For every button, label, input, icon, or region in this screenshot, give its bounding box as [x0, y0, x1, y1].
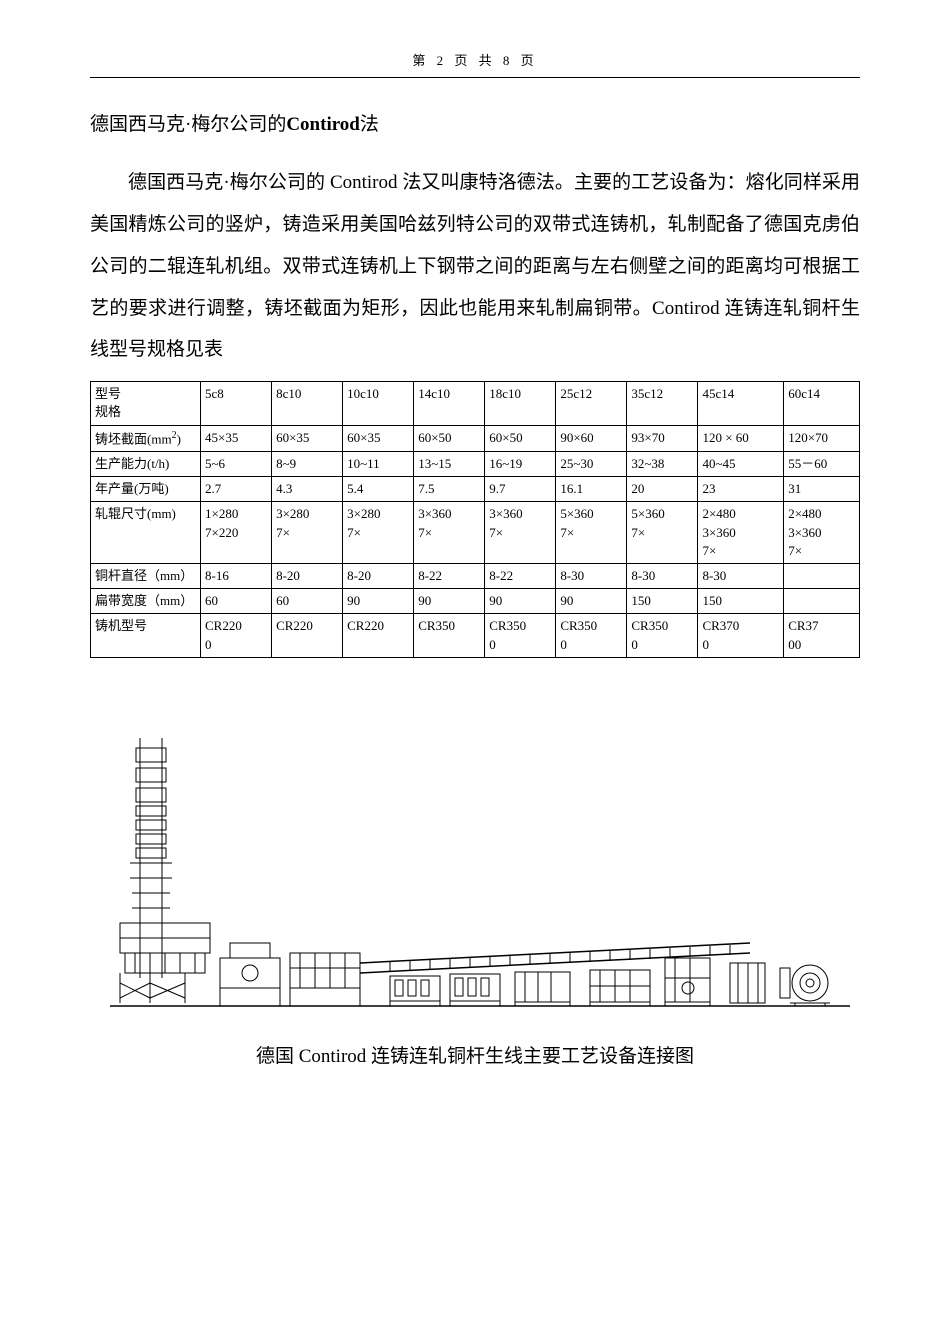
table-corner-cell: 型号规格	[91, 382, 201, 425]
table-cell: 150	[627, 589, 698, 614]
table-cell: 9.7	[485, 477, 556, 502]
table-cell: 90	[414, 589, 485, 614]
table-col-header: 10c10	[343, 382, 414, 425]
table-cell	[784, 564, 860, 589]
table-cell: CR3500	[556, 614, 627, 657]
table-cell: 10~11	[343, 452, 414, 477]
section-title: 德国西马克·梅尔公司的Contirod法	[90, 108, 860, 142]
table-cell: 2×4803×3607×	[698, 502, 784, 564]
table-cell: 90	[343, 589, 414, 614]
table-cell: 60×50	[485, 425, 556, 452]
table-cell: 5~6	[201, 452, 272, 477]
table-col-header: 5c8	[201, 382, 272, 425]
table-row-label: 扁带宽度（mm）	[91, 589, 201, 614]
table-cell: 20	[627, 477, 698, 502]
table-cell: 7.5	[414, 477, 485, 502]
spec-table: 型号规格5c88c1010c1014c1018c1025c1235c1245c1…	[90, 381, 860, 658]
table-cell: 8~9	[272, 452, 343, 477]
table-cell: 8-22	[414, 564, 485, 589]
table-cell: 60	[272, 589, 343, 614]
table-cell: 31	[784, 477, 860, 502]
title-suffix: 法	[360, 114, 379, 135]
table-col-header: 45c14	[698, 382, 784, 425]
table-row: 铸坯截面(mm2)45×3560×3560×3560×5060×5090×609…	[91, 425, 860, 452]
table-cell: 23	[698, 477, 784, 502]
table-cell: 60×35	[272, 425, 343, 452]
table-cell: 3×3607×	[414, 502, 485, 564]
table-col-header: 8c10	[272, 382, 343, 425]
table-col-header: 25c12	[556, 382, 627, 425]
table-cell: 8-16	[201, 564, 272, 589]
table-row: 轧辊尺寸(mm)1×2807×2203×2807×3×2807×3×3607×3…	[91, 502, 860, 564]
table-cell: 90×60	[556, 425, 627, 452]
table-cell: 3×2807×	[272, 502, 343, 564]
table-cell: 55－60	[784, 452, 860, 477]
table-cell: CR3700	[698, 614, 784, 657]
table-cell: CR3700	[784, 614, 860, 657]
table-cell: 32~38	[627, 452, 698, 477]
table-row-label: 生产能力(t/h)	[91, 452, 201, 477]
table-cell: 60×50	[414, 425, 485, 452]
table-cell: 60×35	[343, 425, 414, 452]
table-row: 年产量(万吨)2.74.35.47.59.716.1202331	[91, 477, 860, 502]
table-cell: CR3500	[627, 614, 698, 657]
table-row-label: 铜杆直径（mm）	[91, 564, 201, 589]
table-row-label: 轧辊尺寸(mm)	[91, 502, 201, 564]
table-cell: 5.4	[343, 477, 414, 502]
table-cell: 4.3	[272, 477, 343, 502]
table-cell: CR2200	[201, 614, 272, 657]
table-col-header: 60c14	[784, 382, 860, 425]
table-col-header: 14c10	[414, 382, 485, 425]
table-row-label: 铸坯截面(mm2)	[91, 425, 201, 452]
table-cell: 8-20	[272, 564, 343, 589]
title-bold: Contirod	[286, 114, 360, 135]
equipment-diagram	[90, 728, 860, 1028]
table-cell: 5×3607×	[627, 502, 698, 564]
table-cell	[784, 589, 860, 614]
table-cell: 90	[556, 589, 627, 614]
table-cell: 93×70	[627, 425, 698, 452]
table-row-label: 铸机型号	[91, 614, 201, 657]
table-row: 铸机型号CR2200CR220CR220CR350CR3500CR3500CR3…	[91, 614, 860, 657]
table-cell: 3×2807×	[343, 502, 414, 564]
table-cell: 1×2807×220	[201, 502, 272, 564]
table-cell: 8-20	[343, 564, 414, 589]
table-cell: 40~45	[698, 452, 784, 477]
table-row: 生产能力(t/h)5~68~910~1113~1516~1925~3032~38…	[91, 452, 860, 477]
table-row: 铜杆直径（mm）8-168-208-208-228-228-308-308-30	[91, 564, 860, 589]
table-cell: CR220	[343, 614, 414, 657]
table-cell: 16~19	[485, 452, 556, 477]
table-cell: CR220	[272, 614, 343, 657]
table-row-label: 年产量(万吨)	[91, 477, 201, 502]
table-cell: 3×3607×	[485, 502, 556, 564]
table-cell: 16.1	[556, 477, 627, 502]
table-header-row: 型号规格5c88c1010c1014c1018c1025c1235c1245c1…	[91, 382, 860, 425]
table-row: 扁带宽度（mm）606090909090150150	[91, 589, 860, 614]
table-cell: 8-30	[627, 564, 698, 589]
table-cell: 13~15	[414, 452, 485, 477]
table-cell: 150	[698, 589, 784, 614]
diagram-caption: 德国 Contirod 连铸连轧铜杆生线主要工艺设备连接图	[90, 1041, 860, 1068]
table-cell: 5×3607×	[556, 502, 627, 564]
table-col-header: 35c12	[627, 382, 698, 425]
body-paragraph: 德国西马克·梅尔公司的 Contirod 法又叫康特洛德法。主要的工艺设备为：熔…	[90, 162, 860, 371]
table-cell: 45×35	[201, 425, 272, 452]
table-cell: 120 × 60	[698, 425, 784, 452]
title-prefix: 德国西马克·梅尔公司的	[90, 114, 286, 135]
table-cell: CR3500	[485, 614, 556, 657]
table-cell: 90	[485, 589, 556, 614]
table-cell: 120×70	[784, 425, 860, 452]
table-cell: 25~30	[556, 452, 627, 477]
table-cell: 8-30	[556, 564, 627, 589]
table-col-header: 18c10	[485, 382, 556, 425]
table-cell: CR350	[414, 614, 485, 657]
page-header: 第 2 页 共 8 页	[90, 50, 860, 78]
table-cell: 8-22	[485, 564, 556, 589]
table-cell: 8-30	[698, 564, 784, 589]
table-cell: 2.7	[201, 477, 272, 502]
table-cell: 2×4803×3607×	[784, 502, 860, 564]
table-cell: 60	[201, 589, 272, 614]
